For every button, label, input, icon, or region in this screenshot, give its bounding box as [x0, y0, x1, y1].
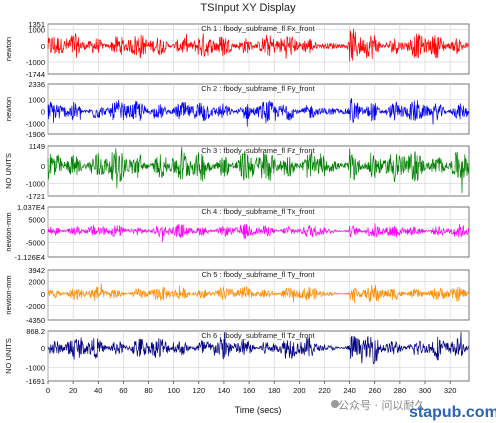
x-tick-label: 60	[119, 386, 127, 395]
y-tick-label: 1351	[28, 20, 45, 29]
channel-panel-2: 2336 1000 0 -1000 -1906 newton Ch 2 : fbody_su…	[4, 80, 470, 139]
y-tick-label: -1000	[26, 179, 45, 188]
y-tick-label: -4350	[26, 316, 45, 325]
x-tick-label: 240	[343, 386, 356, 395]
wechat-logo-icon	[331, 400, 339, 408]
x-tick-label: 80	[144, 386, 152, 395]
y-tick-label: -2000	[26, 302, 45, 311]
x-tick-label: 0	[46, 386, 50, 395]
channel-title: Ch 3 : fbody_subframe_fl Fz_front	[201, 146, 315, 155]
y-tick-label: -1744	[26, 70, 45, 79]
x-tick-label: 180	[268, 386, 281, 395]
signal-trace	[47, 223, 470, 243]
y-tick-label: -1906	[26, 130, 45, 139]
y-tick-label: 1000	[28, 26, 45, 35]
x-tick-label: 140	[218, 386, 231, 395]
signal-trace	[47, 283, 470, 304]
signal-trace	[47, 28, 470, 62]
y-tick-label: -1000	[26, 119, 45, 128]
y-axis-label: newton-mm	[4, 275, 13, 314]
x-tick-label: 160	[243, 386, 256, 395]
channel-title: Ch 4 : fbody_subframe_fl Tx_front	[201, 207, 315, 216]
y-tick-label: 0	[41, 290, 45, 299]
watermark-brand: 公众号 · 问以耐久	[338, 399, 426, 412]
signal-trace	[47, 331, 470, 364]
y-tick-label: -1000	[26, 363, 45, 372]
x-tick-label: 20	[69, 386, 77, 395]
window-title: TSInput XY Display	[200, 2, 296, 14]
y-axis-label: newton	[4, 37, 13, 61]
y-tick-label: 0	[41, 108, 45, 117]
channel-title: Ch 1 : fbody_subframe_fl Fx_front	[201, 24, 315, 33]
y-tick-label: 5000	[28, 215, 45, 224]
y-axis-label: newton-mm	[4, 212, 13, 251]
signal-trace	[47, 146, 470, 194]
y-tick-label: -1721	[26, 192, 45, 201]
y-tick-label: -1691	[26, 377, 45, 386]
x-tick-label: 120	[193, 386, 206, 395]
channel-title: Ch 6 : fbody_subframe_fl Tz_front	[201, 331, 315, 340]
y-tick-label: 2336	[28, 80, 45, 89]
y-tick-label: -1.126E4	[15, 253, 45, 262]
x-tick-label: 280	[394, 386, 407, 395]
y-tick-label: 0	[41, 42, 45, 51]
y-tick-label: -5000	[26, 239, 45, 248]
x-tick-label: 300	[419, 386, 432, 395]
y-tick-label: 0	[41, 227, 45, 236]
channel-panel-5: 3942 2000 0 -2000 -4350 newton-mm Ch 5 : fbody…	[4, 266, 470, 325]
y-tick-label: 0	[41, 162, 45, 171]
y-tick-label: 2000	[28, 278, 45, 287]
x-tick-label: 260	[368, 386, 381, 395]
channel-panel-3: 1149 0 -1000 -1721 NO UNITS Ch 3 : fbody_subf…	[4, 142, 470, 201]
x-tick-label: 320	[444, 386, 457, 395]
y-axis-label: NO UNITS	[4, 338, 13, 374]
y-tick-label: 3942	[28, 266, 45, 275]
channel-title: Ch 2 : fbody_subframe_fl Fy_front	[201, 84, 315, 93]
x-tick-label: 100	[167, 386, 180, 395]
y-tick-label: 1000	[28, 96, 45, 105]
x-tick-label: 220	[318, 386, 331, 395]
y-axis-label: NO UNITS	[4, 153, 13, 189]
y-tick-label: -1000	[26, 58, 45, 67]
plot-frame	[47, 23, 470, 75]
x-tick-label: 200	[293, 386, 306, 395]
channel-title: Ch 5 : fbody_subframe_fl Ty_front	[202, 270, 316, 279]
x-tick-label: 40	[94, 386, 102, 395]
watermark-site: stapub.com	[409, 404, 496, 421]
signal-trace	[47, 97, 470, 127]
y-tick-label: 0	[41, 344, 45, 353]
y-tick-label: 1.037E4	[17, 203, 45, 212]
x-axis-label: Time (secs)	[235, 405, 282, 415]
channel-panel-6: 868.2 0 -1000 -1691 NO UNITS Ch 6 : fbody_sub…	[4, 327, 470, 395]
y-tick-label: 868.2	[26, 327, 45, 336]
y-tick-label: 1149	[29, 142, 45, 151]
y-axis-label: newton	[4, 97, 13, 121]
